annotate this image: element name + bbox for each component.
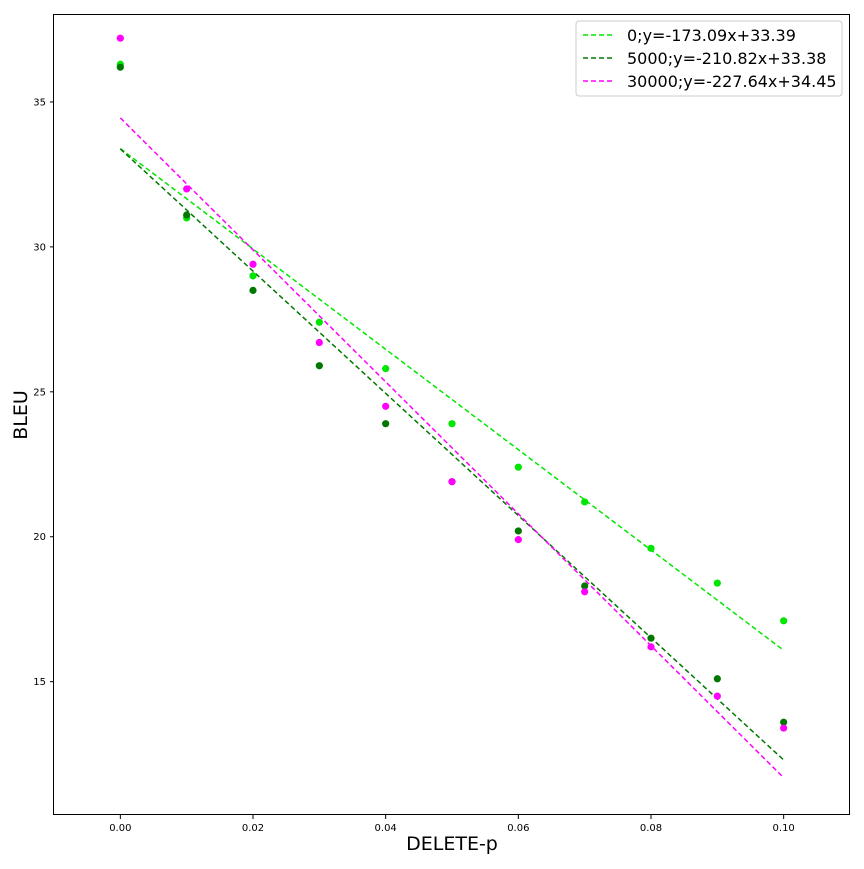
x-tick-label: 0.02 xyxy=(242,823,264,834)
y-tick-label: 15 xyxy=(33,677,46,688)
legend-box xyxy=(575,20,843,97)
data-point-series-1 xyxy=(647,634,655,642)
x-axis-label: DELETE-p xyxy=(406,833,498,855)
legend-label: 5000;y=-210.82x+33.38 xyxy=(627,49,826,68)
data-point-series-2 xyxy=(780,724,788,732)
data-point-series-1 xyxy=(713,675,721,683)
data-point-series-2 xyxy=(581,588,589,596)
x-tick-label: 0.00 xyxy=(109,823,131,834)
data-point-series-0 xyxy=(780,617,788,625)
data-point-series-2 xyxy=(514,536,522,544)
y-axis-label: BLEU xyxy=(10,390,32,440)
x-tick-label: 0.08 xyxy=(640,823,662,834)
data-point-series-0 xyxy=(448,420,456,428)
data-point-series-0 xyxy=(382,365,390,373)
data-point-series-1 xyxy=(780,718,788,726)
data-point-series-1 xyxy=(116,63,124,71)
data-point-series-2 xyxy=(448,478,456,486)
data-point-series-0 xyxy=(514,463,522,471)
data-point-series-1 xyxy=(249,286,257,294)
fit-line-series-2 xyxy=(119,117,785,779)
data-point-series-0 xyxy=(581,498,589,506)
data-point-series-0 xyxy=(647,544,655,552)
plot-area xyxy=(116,34,788,779)
fit-line-series-1 xyxy=(119,148,785,761)
plot-frame xyxy=(53,14,850,815)
y-tick-label: 20 xyxy=(33,532,46,543)
data-point-series-1 xyxy=(183,211,191,219)
legend-label: 0;y=-173.09x+33.39 xyxy=(627,26,796,45)
data-point-series-2 xyxy=(183,185,191,193)
legend-label: 30000;y=-227.64x+34.45 xyxy=(627,72,837,91)
y-tick-label: 30 xyxy=(33,242,46,253)
y-tick-label: 25 xyxy=(33,387,46,398)
x-tick-label: 0.06 xyxy=(507,823,529,834)
data-point-series-2 xyxy=(315,338,323,347)
data-point-series-2 xyxy=(116,34,124,42)
data-point-series-1 xyxy=(514,527,522,535)
data-point-series-1 xyxy=(581,582,589,590)
data-point-series-1 xyxy=(315,362,323,370)
x-tick-label: 0.04 xyxy=(375,823,397,834)
x-tick-label: 0.10 xyxy=(773,823,795,834)
data-point-series-0 xyxy=(249,272,257,280)
y-axis: 15 20 25 30 35 xyxy=(33,97,54,688)
fit-line-series-0 xyxy=(119,148,785,651)
data-point-series-0 xyxy=(315,318,323,326)
data-point-series-2 xyxy=(382,402,390,410)
legend: 0;y=-173.09x+33.39 5000;y=-210.82x+33.38 3… xyxy=(575,20,843,97)
data-point-series-2 xyxy=(647,643,655,651)
data-point-series-1 xyxy=(382,420,390,428)
data-point-series-2 xyxy=(249,260,257,268)
x-axis: 0.00 0.02 0.04 0.06 0.08 0.10 xyxy=(109,815,795,834)
y-tick-label: 35 xyxy=(33,97,46,108)
data-point-series-2 xyxy=(713,692,721,700)
data-point-series-0 xyxy=(713,579,721,587)
